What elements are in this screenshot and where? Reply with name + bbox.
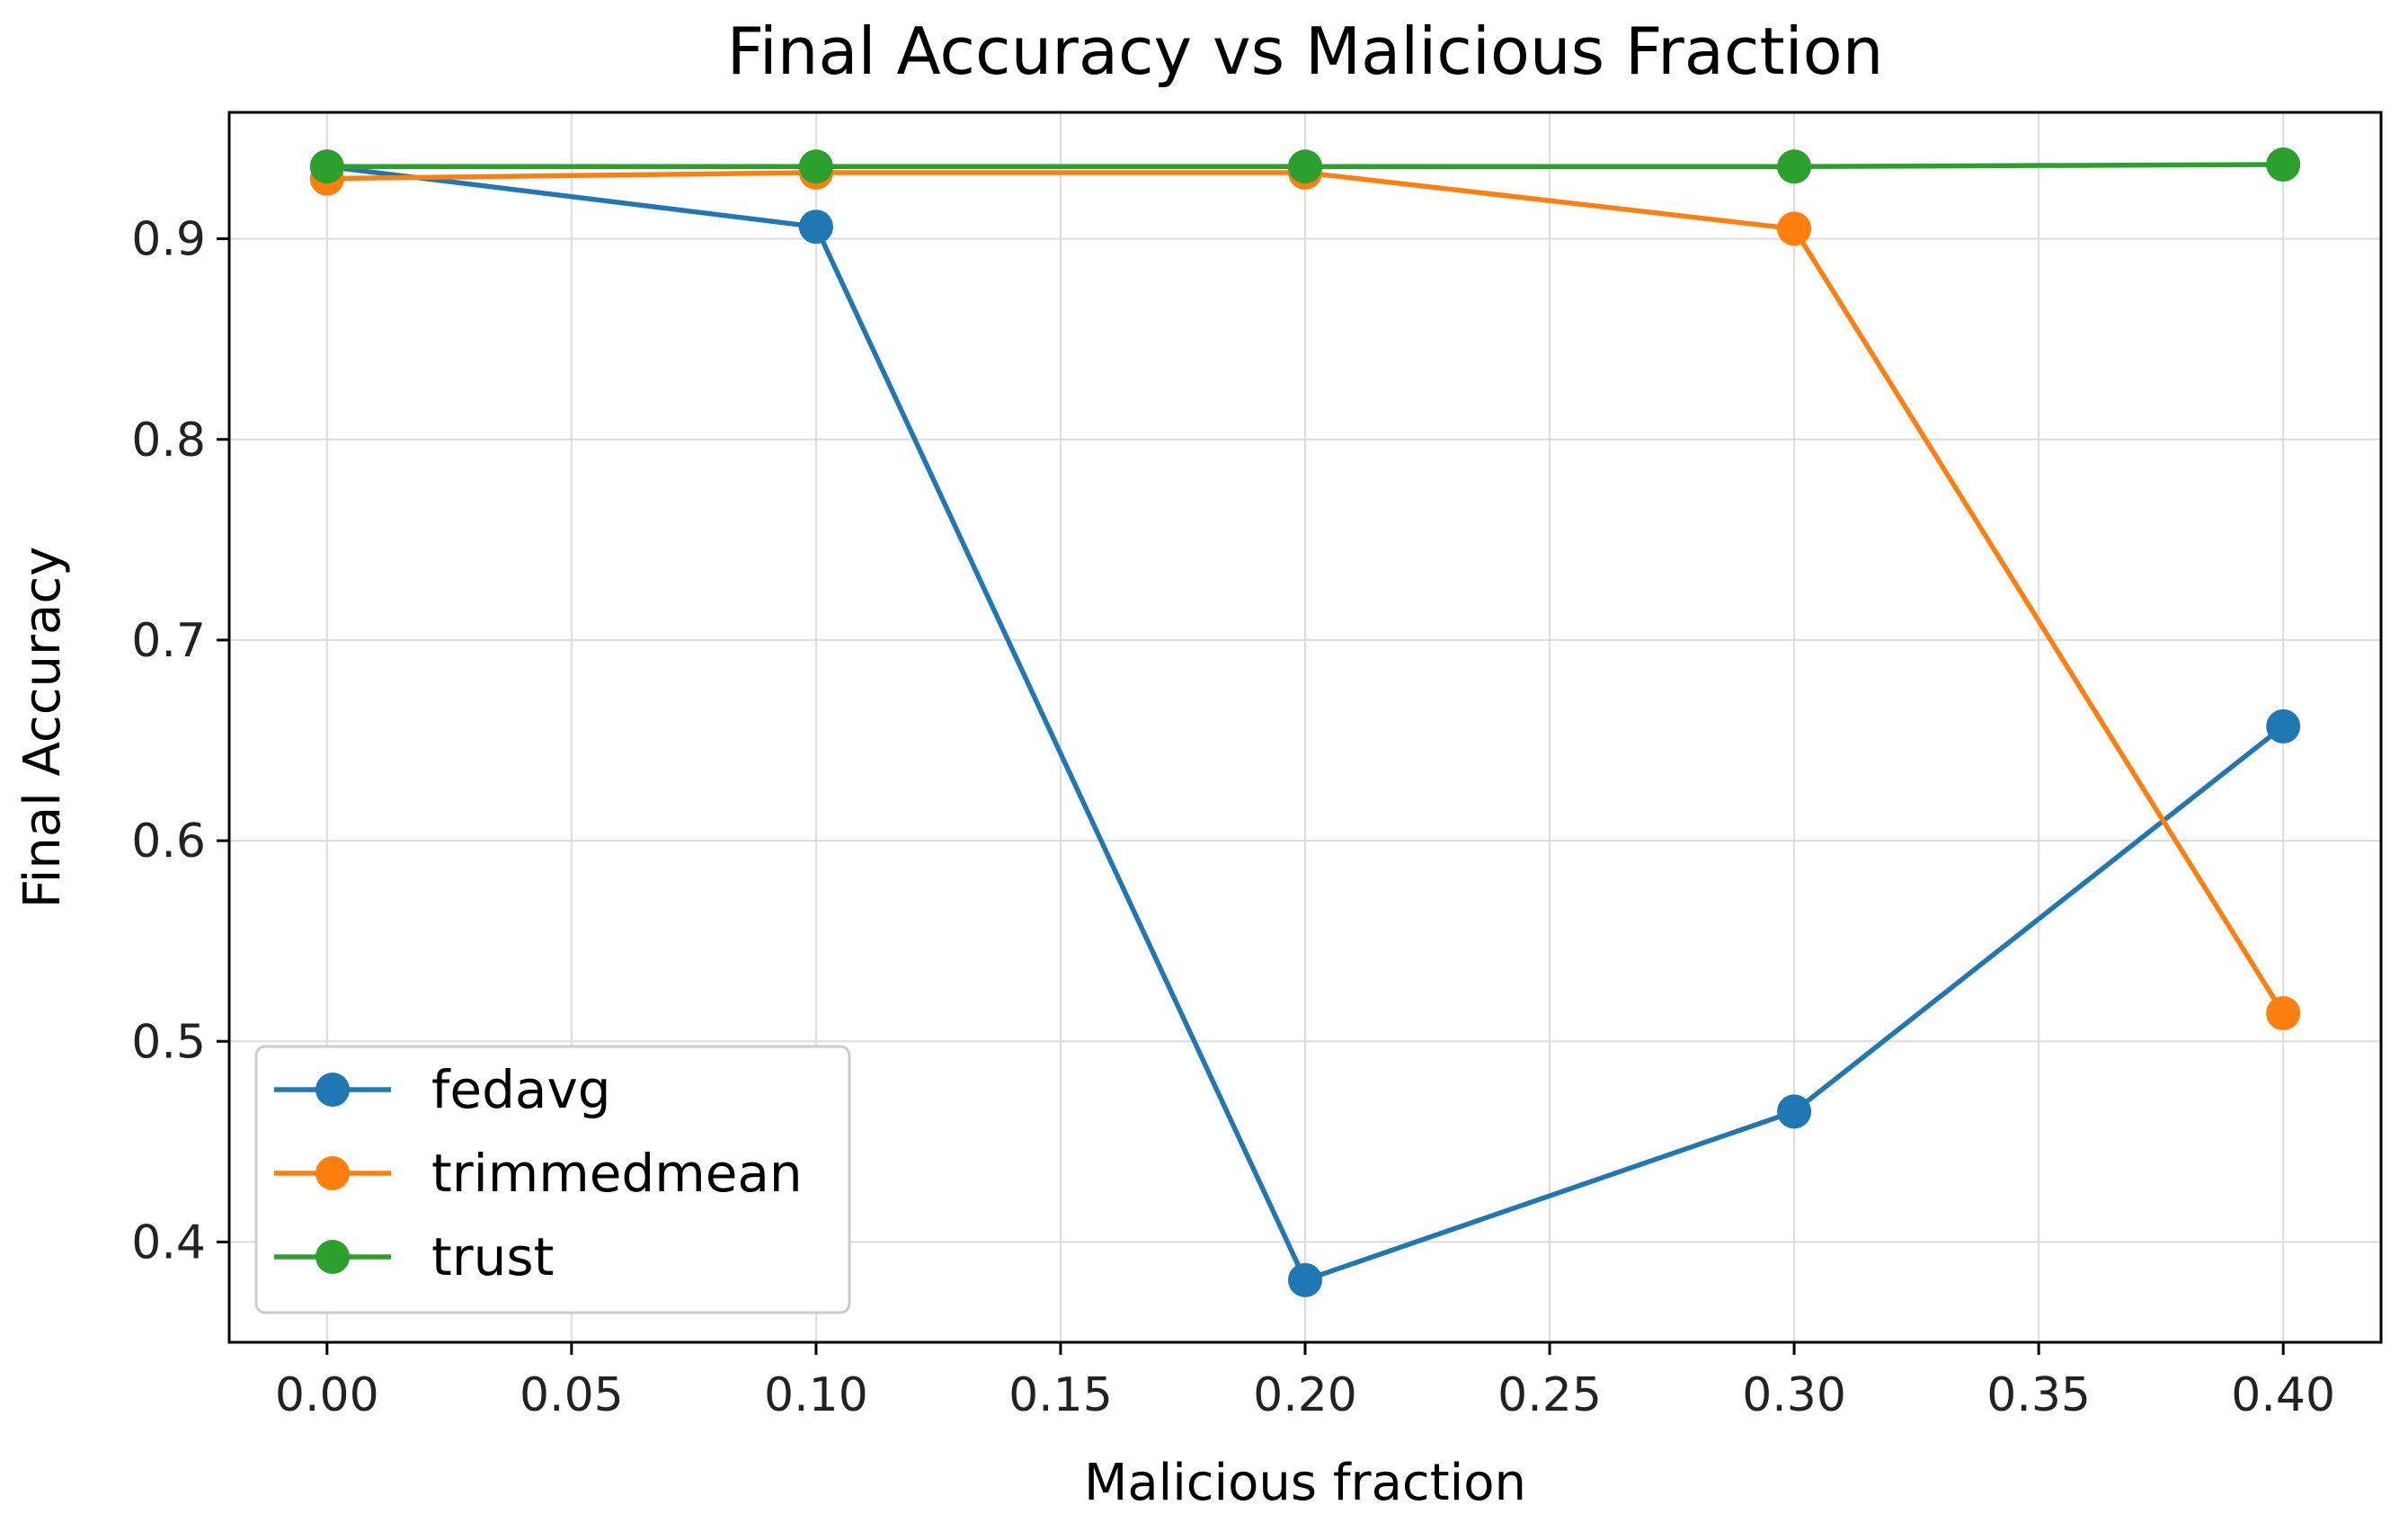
y-tick-label: 0.5 [131,1015,206,1069]
legend-item-trimmedmean: trimmedmean [274,1143,803,1204]
data-point [1288,149,1322,184]
data-point [1777,149,1812,184]
data-point [1777,1094,1812,1129]
legend-swatch-marker [315,1156,350,1190]
data-point [309,149,344,184]
series-trust [309,147,2301,184]
x-tick-label: 0.20 [1253,1368,1357,1422]
legend: fedavg trimmedmean trust [254,1045,851,1314]
x-tick-label: 0.40 [2231,1368,2335,1422]
x-tick-label: 0.35 [1986,1368,2091,1422]
x-tick-label: 0.30 [1742,1368,1846,1422]
x-tick-label: 0.00 [275,1368,379,1422]
y-tick-label: 0.4 [131,1216,206,1269]
data-point [1288,1262,1322,1297]
y-tick-label: 0.8 [131,414,206,468]
data-point [2266,996,2301,1031]
y-axis-ticks: 0.4 0.5 0.6 0.7 0.8 0.9 [131,213,229,1269]
data-point [1777,211,1812,246]
data-point [2266,708,2301,744]
x-tick-label: 0.25 [1497,1368,1602,1422]
y-tick-label: 0.6 [131,815,206,868]
series-layer [309,147,2301,1297]
grid-lines [229,112,2381,1342]
x-axis-label: Malicious fraction [1084,1454,1526,1512]
chart-title: Final Accuracy vs Malicious Fraction [727,13,1884,89]
legend-item-trust: trust [274,1226,554,1287]
legend-swatch-marker [315,1073,350,1107]
legend-box [254,1045,851,1314]
x-axis-ticks: 0.00 0.05 0.10 0.15 0.20 0.25 0.30 0.35 0.40 [275,1342,2335,1422]
x-tick-label: 0.05 [520,1368,624,1422]
legend-label: trust [431,1226,554,1287]
data-point [798,209,833,245]
y-axis-label: Final Accuracy [13,547,72,909]
legend-item-fedavg: fedavg [274,1059,611,1120]
x-tick-label: 0.10 [764,1368,868,1422]
data-point [798,149,833,184]
legend-swatch-marker [315,1240,350,1274]
legend-label: fedavg [431,1059,611,1120]
y-tick-label: 0.9 [131,213,206,267]
y-tick-label: 0.7 [131,614,206,668]
x-tick-label: 0.15 [1009,1368,1113,1422]
legend-label: trimmedmean [431,1143,803,1204]
data-point [2266,147,2301,183]
